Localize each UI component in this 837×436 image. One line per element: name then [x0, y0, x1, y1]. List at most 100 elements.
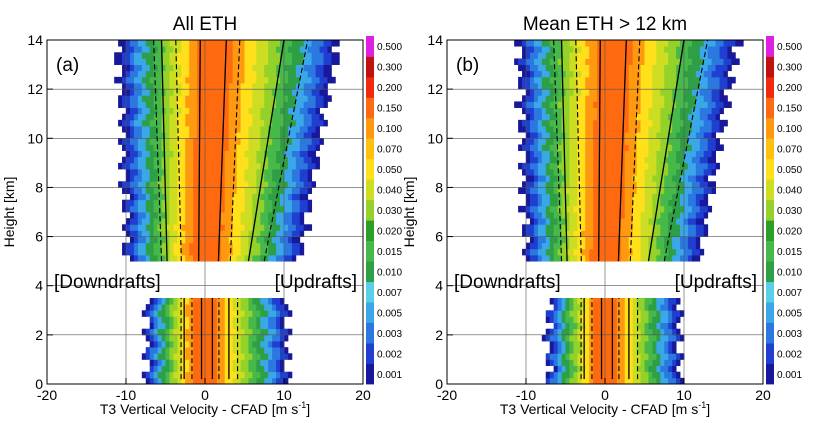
colorbar-swatch	[366, 138, 374, 160]
heatmap-cell	[224, 126, 230, 133]
heatmap-cell	[137, 230, 143, 237]
heatmap-cell	[268, 248, 273, 256]
heatmap-cell	[549, 175, 555, 182]
heatmap-cell	[707, 162, 713, 170]
heatmap-cell	[648, 107, 653, 115]
heatmap-cell	[197, 310, 202, 317]
heatmap-cell	[126, 224, 131, 231]
heatmap-cell	[161, 298, 166, 305]
heatmap-cell	[232, 242, 237, 250]
heatmap-cell	[224, 230, 230, 237]
heatmap-cell	[319, 101, 324, 108]
heatmap-cell	[252, 212, 257, 219]
heatmap-cell	[224, 347, 230, 354]
heatmap-cell	[220, 169, 226, 176]
heatmap-cell	[553, 52, 558, 59]
heatmap-cell	[177, 347, 182, 354]
heatmap-cell	[295, 199, 301, 207]
heatmap-cell	[201, 181, 206, 188]
heatmap-cell	[169, 359, 174, 366]
heatmap-cell	[126, 64, 131, 72]
heatmap-cell	[169, 377, 174, 385]
colorbar: 0.0010.0020.0030.0050.0070.0100.0150.020…	[766, 36, 802, 385]
heatmap-cell	[569, 224, 574, 231]
heatmap-cell	[597, 298, 602, 305]
heatmap-cell	[193, 310, 198, 317]
heatmap-cell	[608, 371, 614, 379]
heatmap-cell	[668, 359, 673, 366]
heatmap-cell	[232, 64, 237, 72]
heatmap-cell	[608, 95, 614, 102]
heatmap-cell	[256, 46, 261, 53]
heatmap-cell	[244, 107, 249, 115]
heatmap-cell	[676, 175, 681, 182]
heatmap-cell	[707, 95, 713, 102]
heatmap-cell	[593, 199, 598, 207]
heatmap-cell	[680, 310, 685, 317]
heatmap-cell	[287, 205, 293, 213]
heatmap-cell	[668, 205, 673, 213]
heatmap-cell	[157, 347, 162, 354]
heatmap-cell	[153, 199, 158, 207]
heatmap-cell	[601, 156, 606, 164]
heatmap-cell	[216, 40, 222, 47]
heatmap-cell	[585, 242, 590, 250]
heatmap-cell	[652, 144, 657, 151]
heatmap-cell	[280, 187, 285, 194]
heatmap-cell	[129, 132, 135, 139]
heatmap-cell	[703, 58, 709, 65]
colorbar-swatch	[766, 56, 774, 78]
heatmap-cell	[129, 236, 135, 244]
heatmap-cell	[240, 310, 245, 317]
heatmap-cell	[201, 46, 206, 53]
heatmap-cell	[189, 236, 194, 244]
heatmap-cell	[299, 199, 305, 207]
heatmap-cell	[695, 169, 701, 176]
heatmap-cell	[133, 138, 139, 145]
heatmap-cell	[228, 58, 234, 65]
heatmap-cell	[664, 138, 669, 145]
heatmap-cell	[145, 132, 151, 139]
heatmap-cell	[711, 138, 716, 145]
heatmap-cell	[212, 322, 218, 330]
heatmap-cell	[181, 107, 186, 115]
heatmap-cell	[169, 70, 174, 78]
heatmap-cell	[537, 248, 543, 256]
heatmap-cell	[248, 353, 253, 360]
heatmap-cell	[608, 205, 614, 213]
heatmap-cell	[149, 119, 155, 127]
heatmap-cell	[636, 119, 641, 127]
heatmap-cell	[153, 316, 158, 323]
heatmap-cell	[660, 89, 665, 96]
heatmap-cell	[307, 89, 313, 96]
heatmap-cell	[177, 58, 182, 65]
heatmap-cell	[244, 58, 249, 65]
heatmap-cell	[264, 371, 269, 379]
heatmap-cell	[244, 126, 249, 133]
heatmap-cell	[581, 150, 586, 158]
heatmap-cell	[573, 205, 578, 213]
heatmap-cell	[169, 205, 174, 213]
heatmap-cell	[212, 304, 218, 311]
heatmap-cell	[303, 181, 309, 188]
heatmap-cell	[605, 255, 610, 262]
heatmap-cell	[208, 119, 214, 127]
heatmap-cell	[644, 242, 649, 250]
heatmap-cell	[652, 162, 657, 170]
heatmap-cell	[652, 322, 657, 330]
heatmap-cell	[699, 199, 705, 207]
heatmap-cell	[628, 138, 634, 145]
heatmap-cell	[549, 107, 555, 115]
heatmap-cell	[137, 181, 143, 188]
heatmap-cell	[197, 316, 202, 323]
heatmap-cell	[636, 95, 641, 102]
heatmap-cell	[157, 377, 162, 385]
heatmap-cell	[272, 58, 277, 65]
heatmap-cell	[624, 70, 630, 78]
heatmap-cell	[541, 119, 547, 127]
heatmap-cell	[118, 58, 123, 65]
heatmap-cell	[565, 119, 570, 127]
heatmap-cell	[220, 150, 226, 158]
heatmap-cell	[256, 347, 261, 354]
